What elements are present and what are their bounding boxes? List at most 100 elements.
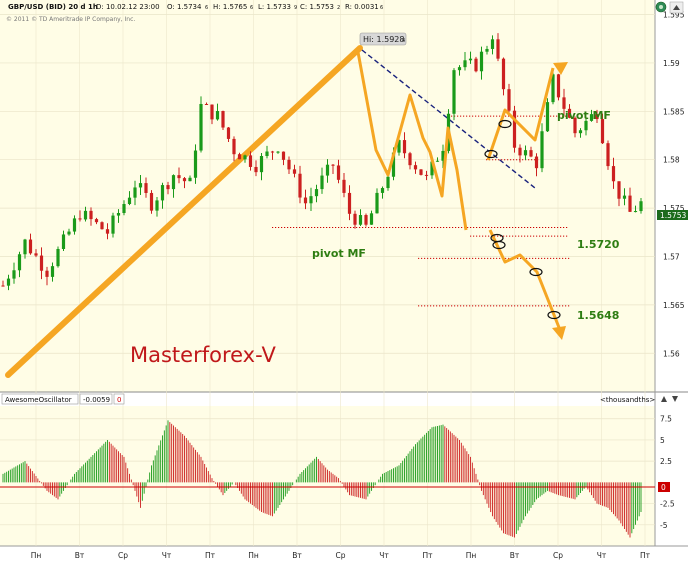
copyright: © 2011 © TD Ameritrade IP Company, Inc. [6,16,135,23]
expand-icon [672,396,678,402]
time-tick-label: Вт [75,551,85,560]
time-axis-bg [0,546,688,565]
candle-body [215,111,220,120]
candle-body [1,285,5,287]
candle-body [298,173,302,198]
candle-body [600,119,605,144]
candle-body [435,160,440,162]
candle-body [94,219,99,223]
candle-body [496,39,500,59]
price-tick-label: 1.59 [663,59,680,68]
price-axis: 1.595 1.59 1.585 1.58 1.575 1.57 1.565 1.56 [663,11,685,359]
candle-body [342,179,346,193]
oscillator-bars [2,420,642,538]
projection-up [486,67,555,161]
candle-body [639,201,643,212]
candle-body [589,114,594,121]
level-label-2: 1.5648 [577,309,619,322]
time-axis: Пн Вт Ср Чт Пт Пн Вт Ср Чт Пт Пн Вт Ср Чт Пт [31,551,651,560]
pivot-marker-5 [529,267,543,277]
chart-close-sub: 2 [337,5,340,11]
candle-body [358,215,363,225]
candle-body [441,150,445,161]
candle-body [188,177,192,182]
candle-body [177,175,181,179]
oscillator-marker-box [113,393,125,405]
candle-body [34,253,38,256]
chart-open: O: 1.5734 [167,3,202,11]
downtrend-line [361,49,536,189]
candle-body [12,270,16,279]
chart-close: C: 1.5753 [300,3,334,11]
candle-body [309,196,313,204]
candle-body [149,192,154,211]
time-tick-label: Ср [118,551,128,560]
candle-body [380,188,385,193]
price-tag: 1.5753 [660,211,686,220]
candle-body [276,151,280,153]
candle-body [254,166,258,173]
candle-body [518,147,522,156]
candle-body [501,58,506,90]
candle-body [287,159,291,170]
candle-body [452,70,456,114]
candle-body [105,229,110,234]
price-tick-label: 1.575 [663,204,685,213]
price-tick-label: 1.595 [663,11,685,20]
candle-body [122,204,126,214]
candle-body [204,103,209,105]
oscillator-name-box [1,393,79,405]
candle-body [463,60,467,68]
candle-body [155,200,159,211]
candle-body [375,192,379,214]
time-tick-label: Пт [640,551,651,560]
price-tick-label: 1.585 [663,107,685,116]
oscillator-axis: 7.5 5 2.5 -2.5 -5 [660,415,675,530]
settings-button[interactable] [655,1,667,13]
hi-label: Hi: 1.5928 [363,35,404,44]
candle-body [529,150,533,157]
chart-symbol: GBP/USD (BID) 20 d 1h [8,3,98,11]
candle-body [39,255,44,271]
candle-body [320,175,324,190]
candle-body [512,110,517,148]
chart-low: L: 1.5733 [258,3,291,11]
candle-body [61,234,66,249]
candle-body [210,104,214,120]
pivot-marker-1 [484,149,498,159]
candle-body [397,140,401,153]
oscillator-header-bg [0,392,688,406]
candle-body [144,183,148,193]
candle-body [17,254,22,271]
candle-body [573,117,577,134]
candle-body [347,192,352,214]
oscillator-units: <thousandths> [600,396,655,404]
level-label-1: 1.5720 [577,238,620,251]
candle-body [303,197,308,204]
price-tick-label: 1.58 [663,156,680,165]
candle-body [617,181,621,199]
candle-body [45,270,49,277]
oscillator-scroll-buttons[interactable] [661,396,678,402]
candle-body [430,161,434,176]
candle-body [551,74,555,103]
pivot-marker-6 [547,310,561,320]
candle-body [567,108,572,118]
candle-body [386,176,390,189]
time-tick-label: Чт [379,551,389,560]
collapse-icon [661,396,667,402]
time-tick-label: Ср [553,551,563,560]
candle-body [468,58,473,61]
scroll-up-button[interactable] [669,1,684,14]
candle-body [419,169,423,175]
candle-body [23,239,27,255]
candle-body [193,150,198,178]
time-tick-label: Пт [422,551,433,560]
candle-body [6,278,11,286]
candle-body [490,39,495,49]
candle-body [545,102,550,132]
watermark: Masterforex-V [130,343,276,367]
candle-body [595,114,599,120]
candle-body [270,151,275,153]
